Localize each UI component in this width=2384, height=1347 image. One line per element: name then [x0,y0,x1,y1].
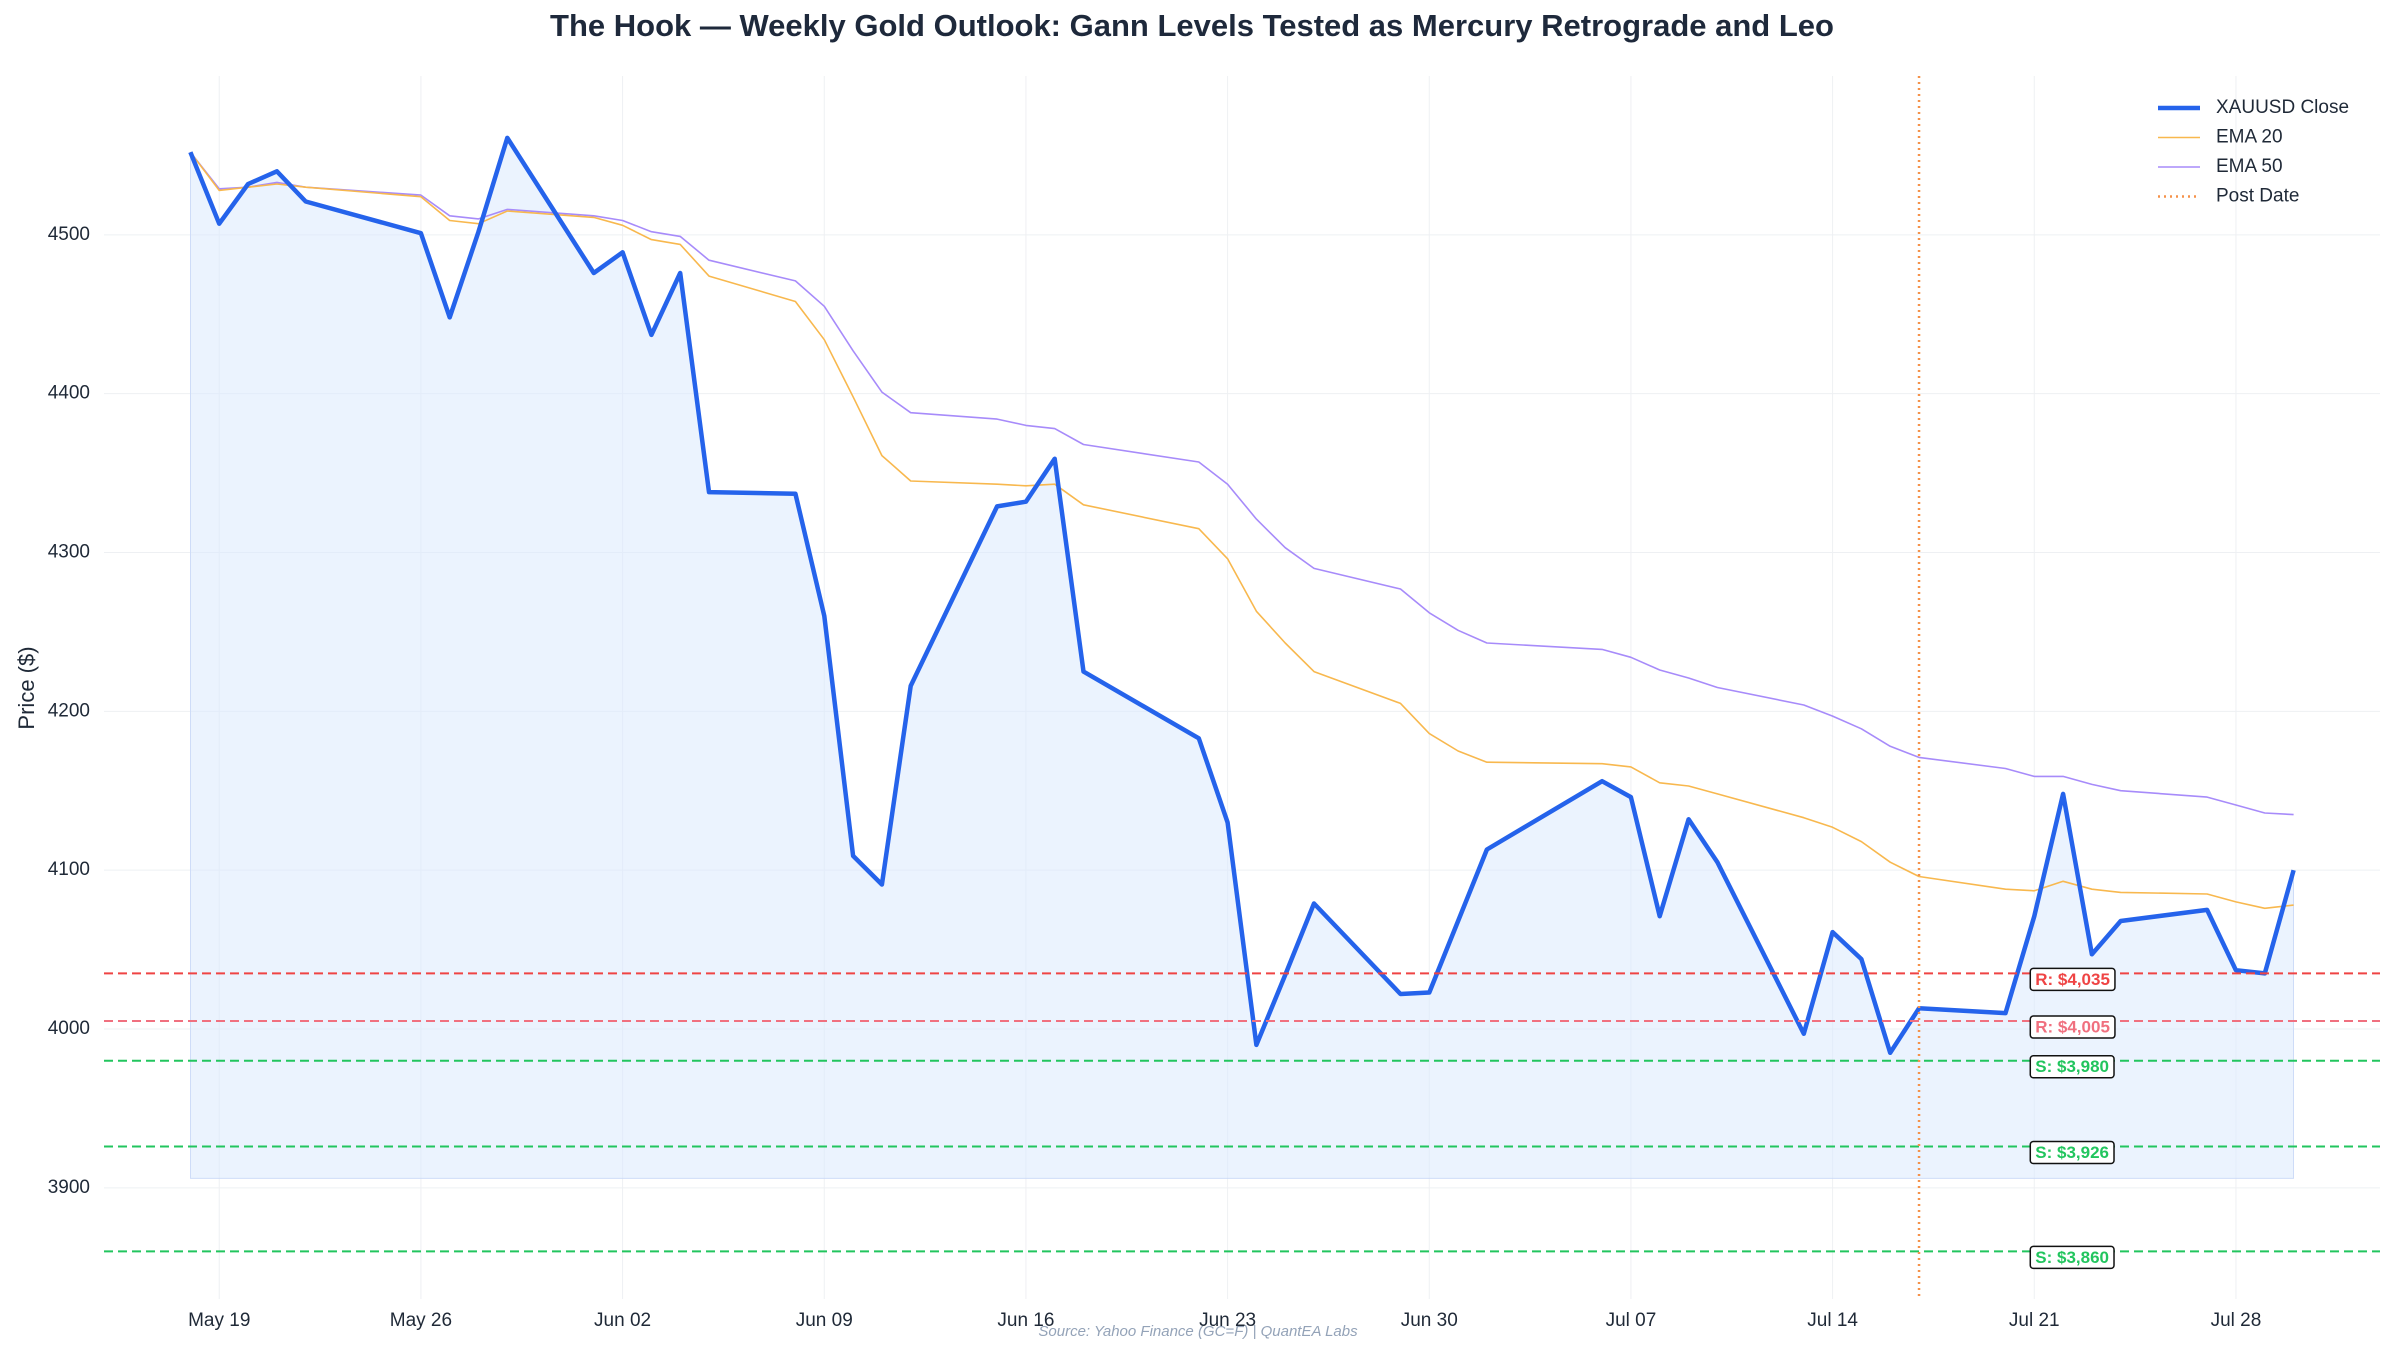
legend-label: EMA 20 [2216,127,2283,148]
x-tick-label: Jun 23 [1199,1310,1256,1331]
x-tick-label: Jun 02 [594,1310,651,1331]
level-label: S: $3,980 [2035,1057,2109,1076]
area-fill [190,137,2294,1179]
series-line [189,151,2294,816]
level-label-box [2029,1055,2115,1079]
y-tick-label: 4500 [48,224,90,245]
y-axis-label: Price ($) [14,646,39,729]
chart-title: The Hook — Weekly Gold Outlook: Gann Lev… [550,8,1834,43]
series-line [189,151,2294,910]
x-tick-label: Jun 16 [997,1310,1054,1331]
level-label-box [2029,967,2116,992]
y-tick-label: 4300 [48,542,90,563]
y-tick-label: 4400 [48,383,90,404]
level-label-box [2029,1245,2115,1270]
legend-label: XAUUSD Close [2216,97,2349,118]
level-label: R: $4,005 [2035,1018,2110,1037]
x-tick-label: Jul 21 [2009,1310,2060,1331]
y-tick-label: 3900 [48,1177,90,1198]
y-tick-label: 4100 [48,859,90,880]
legend-label: EMA 50 [2216,156,2283,177]
legend-label: Post Date [2216,186,2299,207]
source-note: Source: Yahoo Finance (GC=F) | QuantEA L… [1038,1323,1358,1340]
series-line [188,135,2296,1056]
level-label-box [2029,1140,2115,1165]
level-label: R: $4,035 [2035,970,2110,989]
x-tick-label: Jul 07 [1606,1310,1657,1331]
level-label-box [2029,1015,2116,1039]
x-tick-label: Jun 09 [796,1310,853,1331]
x-tick-label: May 19 [188,1310,250,1331]
level-label: S: $3,926 [2035,1143,2109,1162]
x-tick-label: Jun 30 [1401,1310,1458,1331]
x-tick-label: May 26 [390,1310,452,1331]
level-label: S: $3,860 [2035,1248,2109,1267]
x-tick-label: Jul 28 [2211,1310,2262,1331]
x-tick-label: Jul 14 [1807,1310,1858,1331]
y-tick-label: 4000 [48,1018,90,1039]
y-tick-label: 4200 [48,700,90,721]
